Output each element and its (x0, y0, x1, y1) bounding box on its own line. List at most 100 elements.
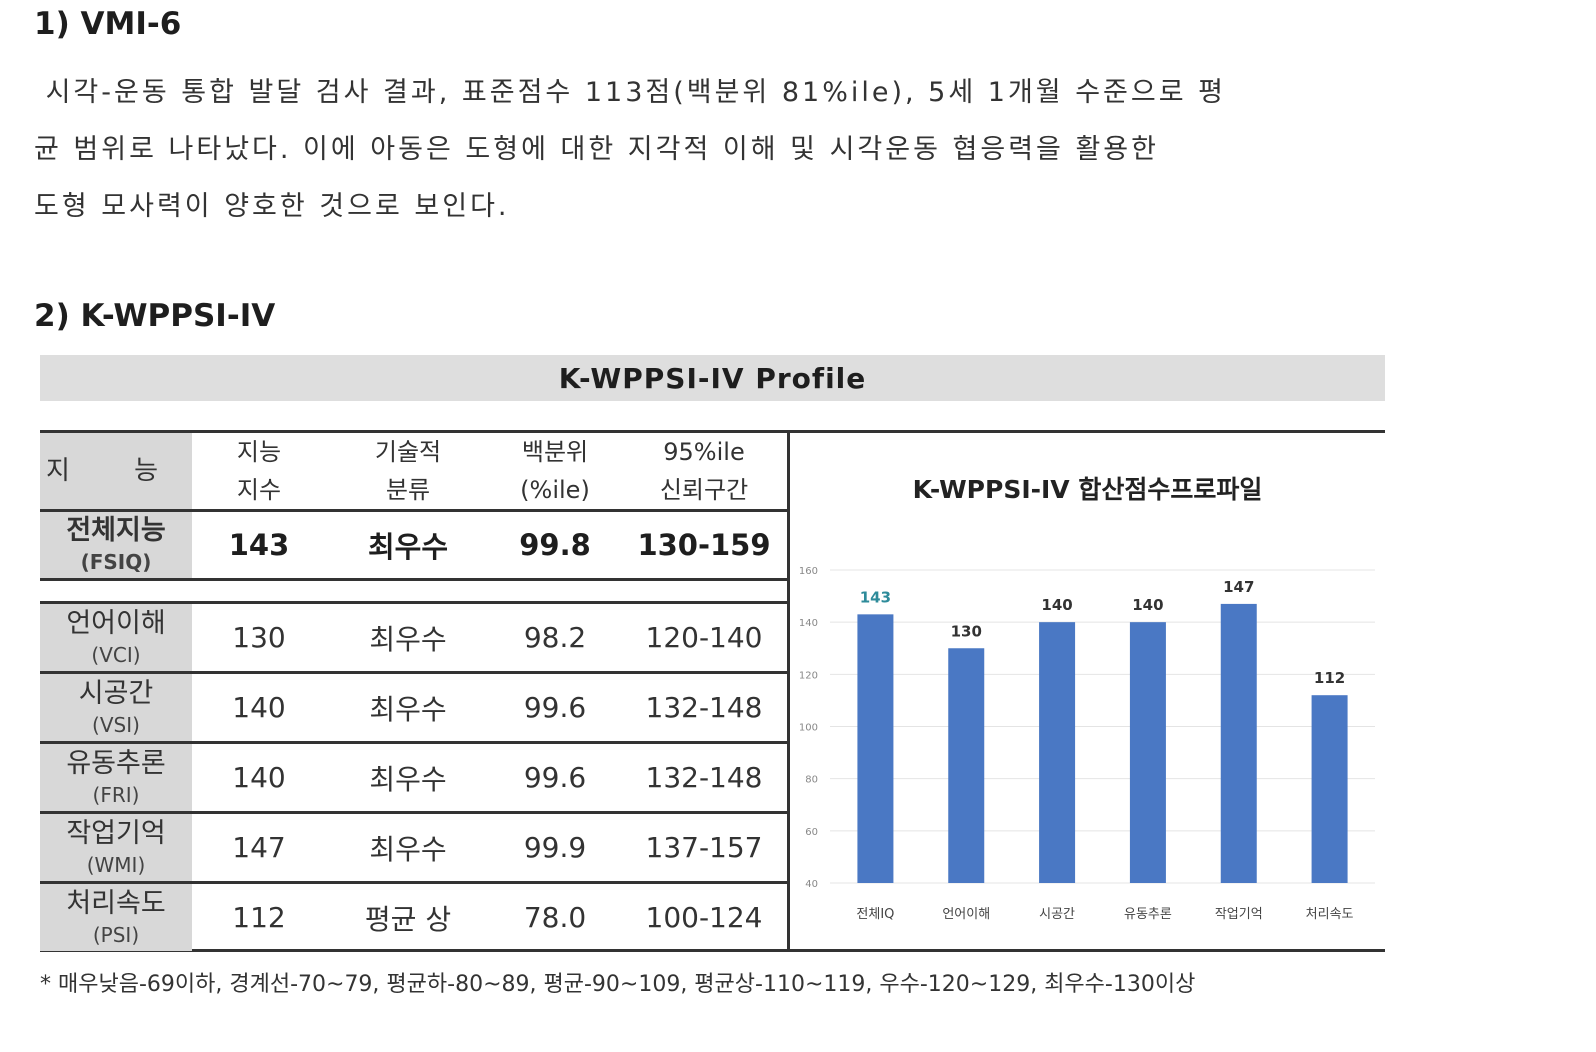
row-label-en: (FSIQ) (80, 550, 152, 574)
cell-percentile: 99.6 (523, 691, 587, 724)
y-tick-label: 60 (805, 827, 818, 838)
row-label: 작업기억 (WMI) (40, 812, 192, 883)
section2-heading: 2) K-WPPSI-IV (34, 298, 276, 334)
x-tick-label: 작업기억 (1215, 907, 1263, 922)
bar (857, 614, 894, 883)
row-label-en: (PSI) (92, 922, 140, 947)
row-label: 시공간 (VSI) (40, 672, 192, 743)
row-label-en: (VCI) (91, 642, 141, 667)
row-label: 처리속도 (PSI) (40, 882, 192, 951)
table-row: 전체지능 (FSIQ) 143 최우수 99.8 130-159 (40, 510, 788, 580)
chart-title: K-WPPSI-IV 합산점수프로파일 (912, 475, 1263, 504)
cell-class: 최우수 (369, 692, 447, 726)
classification-footnote: * 매우낮음-69이하, 경계선-70~79, 평균하-80~89, 평균-90… (40, 972, 1196, 997)
header-line: 백분위 (521, 438, 589, 466)
row-label-kr: 언어이해 (66, 607, 166, 639)
row-label-kr: 처리속도 (66, 887, 166, 919)
data-label: 147 (1223, 578, 1254, 596)
row-label: 유동추론 (FRI) (40, 742, 192, 813)
x-tick-label: 시공간 (1039, 907, 1075, 922)
row-label: 전체지능 (FSIQ) (40, 510, 192, 580)
header-line: 신뢰구간 (659, 476, 749, 504)
y-tick-label: 100 (799, 723, 818, 734)
profile-banner: K-WPPSI-IV Profile (40, 355, 1385, 401)
table-row: 처리속도 (PSI) 112 평균 상 78.0 100-124 (40, 882, 788, 951)
cell-ci: 137-157 (645, 831, 763, 864)
header-line: 분류 (385, 476, 431, 504)
paragraph-line: 균 범위로 나타났다. 이에 아동은 도형에 대한 지각적 이해 및 시각운동 … (34, 134, 1159, 165)
data-label: 140 (1041, 596, 1072, 614)
x-tick-label: 처리속도 (1306, 907, 1354, 922)
cell-score: 112 (232, 901, 286, 934)
profile-frame (40, 430, 1385, 952)
cell-score: 143 (228, 528, 290, 562)
row-label-kr: 전체지능 (66, 515, 166, 546)
cell-percentile: 99.9 (523, 831, 587, 864)
bar (1220, 603, 1257, 883)
header-domain: 지 능 (40, 433, 192, 511)
paragraph-line: 도형 모사력이 양호한 것으로 보인다. (34, 191, 510, 222)
table-row: 유동추론 (FRI) 140 최우수 99.6 132-148 (40, 742, 788, 813)
cell-percentile: 99.6 (523, 761, 587, 794)
row-label-en: (VSI) (92, 712, 140, 737)
cell-percentile: 98.2 (523, 621, 587, 654)
header-line: 지수 (236, 476, 282, 504)
cell-ci: 130-159 (637, 528, 771, 562)
x-tick-label: 전체IQ (856, 907, 894, 922)
bar (1129, 622, 1166, 883)
cell-score: 140 (232, 691, 286, 724)
section1-heading: 1) VMI-6 (34, 6, 182, 42)
row-label-kr: 시공간 (78, 677, 154, 709)
cell-ci: 132-148 (645, 761, 763, 794)
cell-class: 최우수 (369, 832, 447, 866)
table-chart-divider (787, 430, 790, 952)
header-line: 95%ile (663, 438, 745, 466)
composite-score-chart: 40 60 80 100 120 140 160 143 전체IQ 130 언어이해 140 시공간 14… (799, 566, 1375, 922)
cell-class: 평균 상 (364, 902, 452, 936)
cell-score: 147 (232, 831, 286, 864)
cell-ci: 132-148 (645, 691, 763, 724)
data-label: 130 (951, 622, 982, 640)
y-tick-label: 40 (805, 879, 818, 890)
data-label: 143 (860, 588, 891, 606)
cell-class: 최우수 (369, 762, 447, 796)
x-tick-label: 유동추론 (1124, 907, 1172, 922)
x-tick-label: 언어이해 (942, 907, 990, 922)
cell-score: 140 (232, 761, 286, 794)
table-row: 시공간 (VSI) 140 최우수 99.6 132-148 (40, 672, 788, 743)
table-row: 언어이해 (VCI) 130 최우수 98.2 120-140 (40, 602, 788, 673)
cell-ci: 100-124 (645, 901, 763, 934)
bar (1311, 695, 1348, 883)
cell-percentile: 78.0 (523, 901, 587, 934)
header-percentile: 백분위 (%ile) (490, 433, 620, 511)
row-label-en: (FRI) (92, 782, 140, 807)
row-label: 언어이해 (VCI) (40, 602, 192, 673)
table-spacer-row (40, 580, 788, 603)
row-label-kr: 유동추론 (66, 747, 166, 779)
row-label-kr: 작업기억 (66, 817, 166, 849)
header-line: 기술적 (374, 438, 442, 466)
cell-class: 최우수 (369, 622, 447, 656)
y-tick-label: 160 (799, 566, 818, 577)
y-tick-label: 80 (805, 775, 818, 786)
vmi-paragraph: 시각-운동 통합 발달 검사 결과, 표준점수 113점(백분위 81%ile)… (34, 64, 1384, 235)
header-line: (%ile) (520, 476, 590, 504)
data-label: 112 (1314, 669, 1345, 687)
table-row: 작업기억 (WMI) 147 최우수 99.9 137-157 (40, 812, 788, 883)
row-label-en: (WMI) (86, 852, 146, 877)
cell-score: 130 (232, 621, 286, 654)
header-line: 지능 (236, 438, 282, 466)
data-label: 140 (1132, 596, 1163, 614)
header-confidence: 95%ile 신뢰구간 (620, 433, 788, 511)
paragraph-line: 시각-운동 통합 발달 검사 결과, 표준점수 113점(백분위 81%ile)… (34, 77, 1227, 108)
y-tick-label: 120 (799, 670, 818, 681)
bar (948, 648, 985, 883)
spacer-cell (40, 580, 788, 603)
cell-percentile: 99.8 (519, 528, 591, 562)
bar (1039, 622, 1076, 883)
cell-class: 최우수 (367, 530, 449, 564)
y-tick-label: 140 (799, 618, 818, 629)
